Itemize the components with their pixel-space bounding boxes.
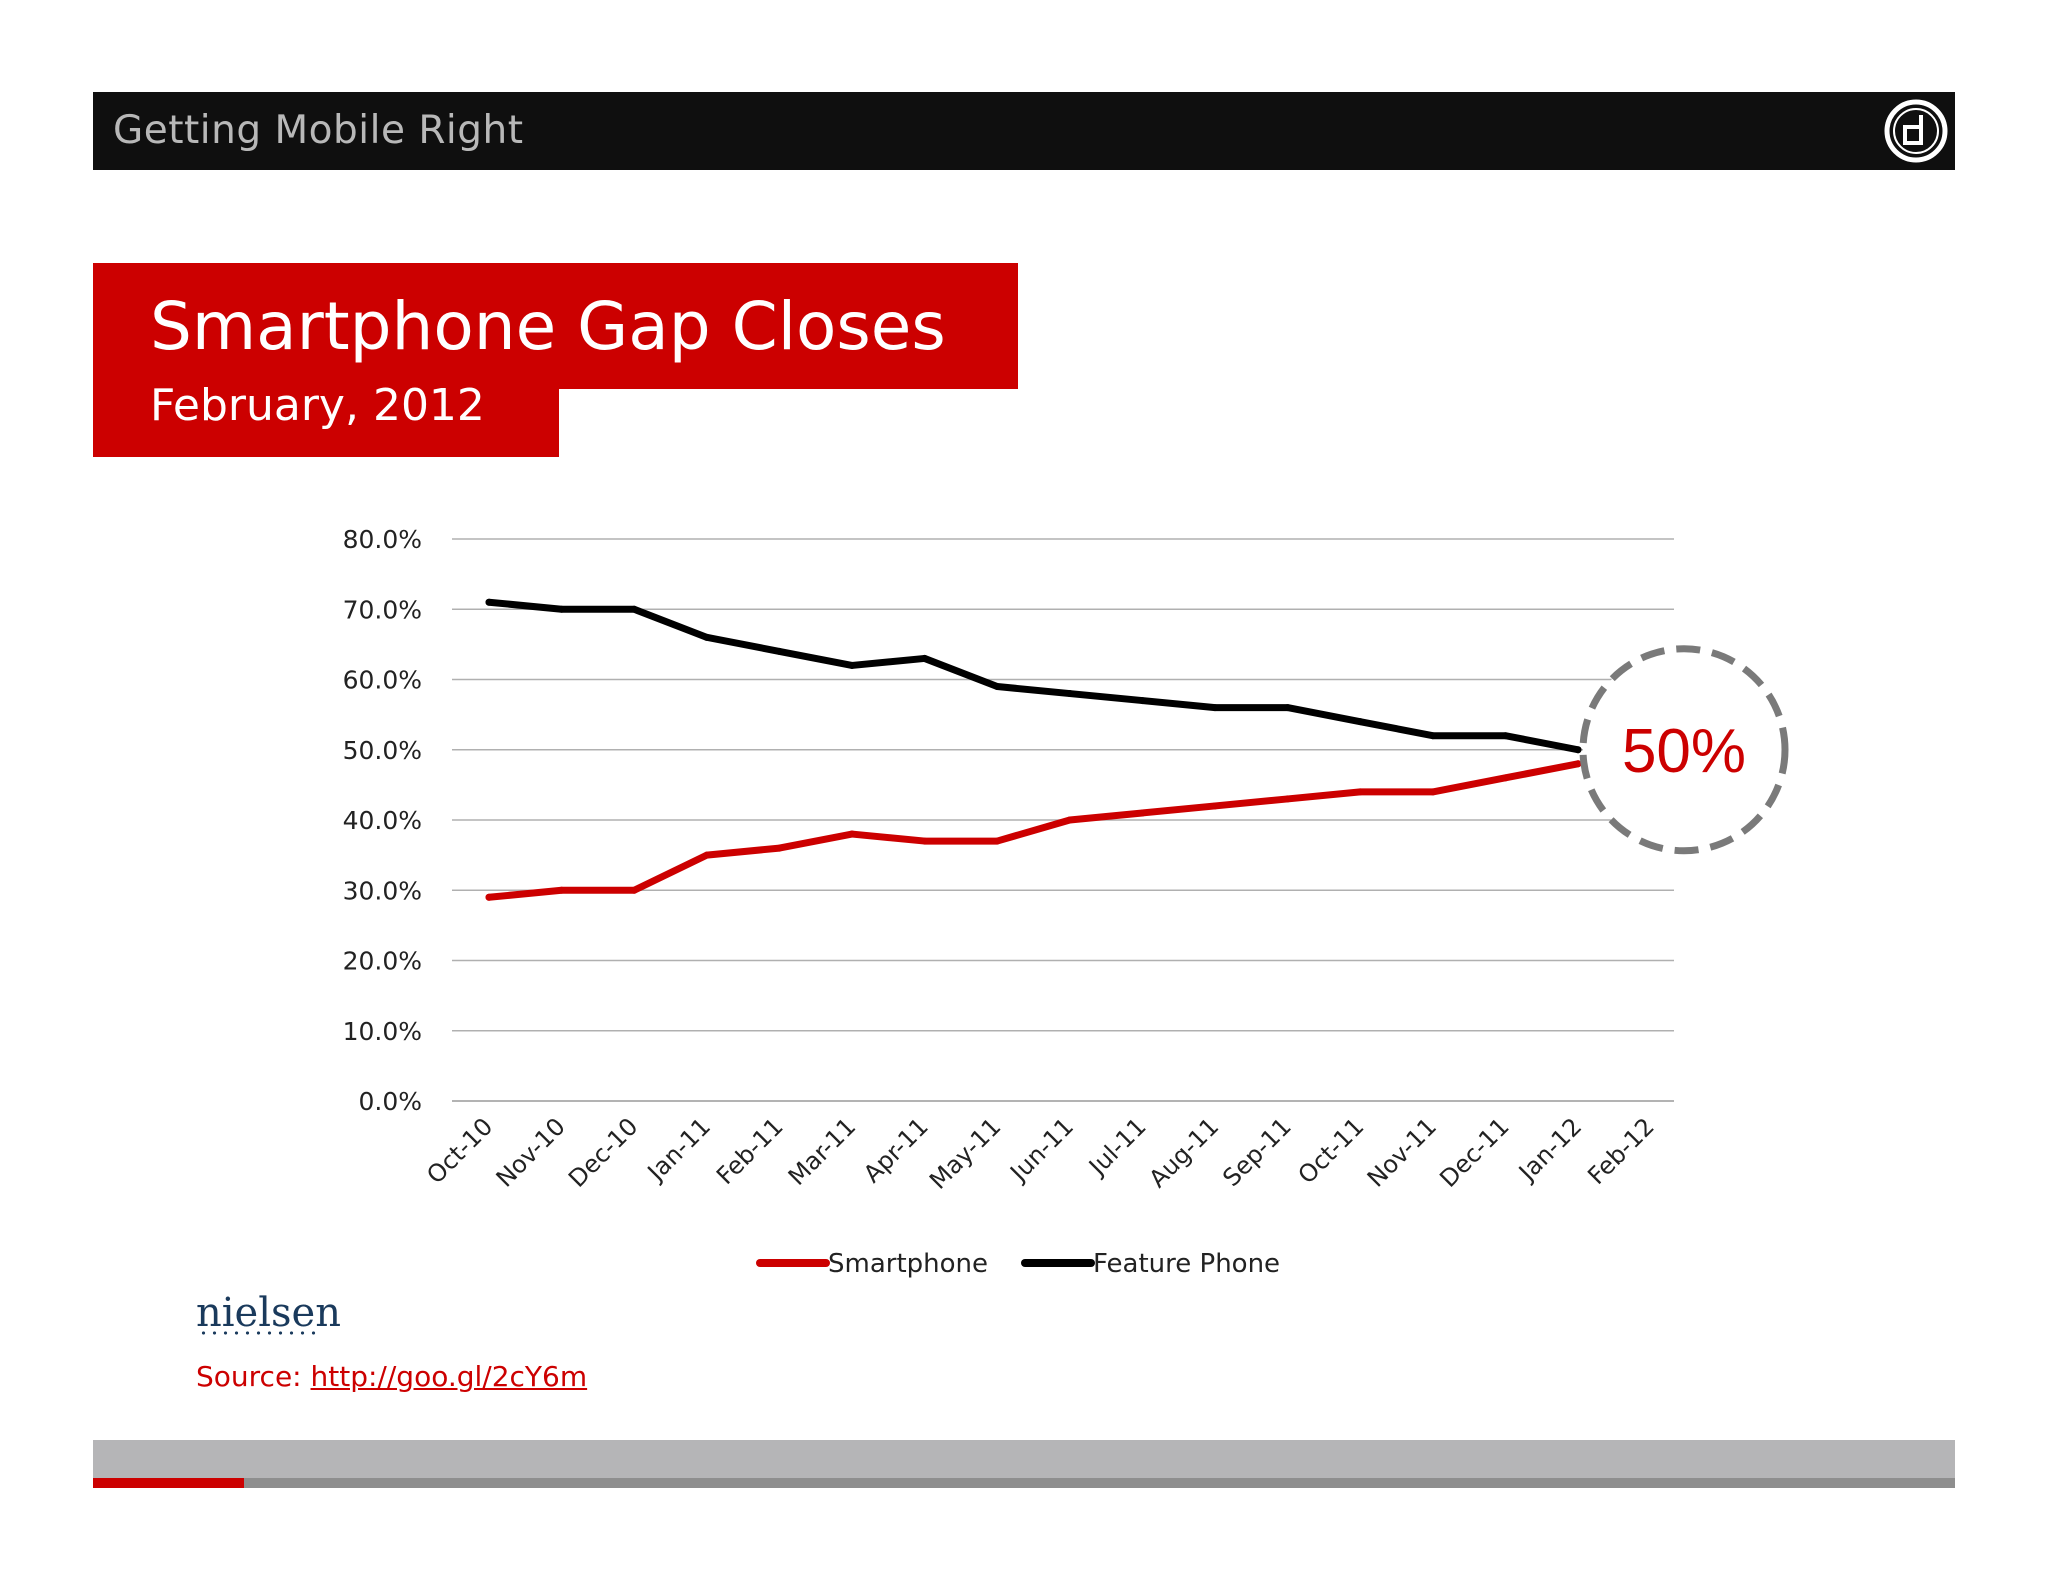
x-tick-label: Apr-11 bbox=[858, 1112, 934, 1188]
y-axis-ticks: 0.0% 10.0% 20.0% 30.0% 40.0% 50.0% 60.0% 70.0% 8… bbox=[343, 525, 422, 1116]
footer-bar bbox=[93, 1440, 1955, 1478]
gridlines bbox=[452, 538, 1674, 1102]
data-point-smartphone bbox=[1501, 774, 1509, 782]
y-tick-label: 60.0% bbox=[343, 666, 422, 695]
y-tick-label: 20.0% bbox=[343, 947, 422, 976]
data-point-feature-phone bbox=[1284, 704, 1292, 712]
y-tick-label: 30.0% bbox=[343, 876, 422, 905]
data-point-feature-phone bbox=[1429, 732, 1437, 740]
data-point-smartphone bbox=[1284, 795, 1292, 803]
data-point-feature-phone bbox=[703, 633, 711, 641]
data-point-smartphone bbox=[558, 886, 566, 894]
x-tick-label: Jul-11 bbox=[1082, 1112, 1151, 1181]
source-line: Source: http://goo.gl/2cY6m bbox=[196, 1360, 587, 1393]
y-tick-label: 70.0% bbox=[343, 595, 422, 624]
x-tick-label: Feb-12 bbox=[1582, 1112, 1660, 1190]
data-point-smartphone bbox=[1574, 760, 1582, 768]
x-tick-label: Oct-10 bbox=[421, 1112, 498, 1189]
x-tick-label: Nov-11 bbox=[1362, 1112, 1442, 1192]
data-point-feature-phone bbox=[848, 661, 856, 669]
y-tick-label: 80.0% bbox=[343, 525, 422, 554]
annotation-label: 50% bbox=[1622, 717, 1746, 786]
data-point-smartphone bbox=[1356, 788, 1364, 796]
x-tick-label: Feb-11 bbox=[711, 1112, 789, 1190]
series-lines bbox=[485, 598, 1582, 901]
nielsen-logo: nielsen bbox=[196, 1290, 341, 1336]
data-point-smartphone bbox=[1138, 809, 1146, 817]
x-tick-label: May-11 bbox=[924, 1112, 1006, 1194]
d-logo-icon bbox=[1884, 99, 1948, 163]
data-point-smartphone bbox=[775, 844, 783, 852]
source-label: Source: bbox=[196, 1360, 311, 1393]
x-tick-label: Aug-11 bbox=[1144, 1112, 1225, 1193]
slide-title: Smartphone Gap Closes bbox=[150, 288, 946, 365]
data-point-smartphone bbox=[1211, 802, 1219, 810]
footer-line bbox=[93, 1478, 1955, 1488]
x-tick-label: Jan-11 bbox=[641, 1112, 716, 1187]
data-point-feature-phone bbox=[1501, 732, 1509, 740]
data-point-smartphone bbox=[485, 893, 493, 901]
header-bar: Getting Mobile Right bbox=[93, 92, 1955, 170]
x-axis-ticks: Oct-10Nov-10Dec-10Jan-11Feb-11Mar-11Apr-… bbox=[421, 1112, 1659, 1194]
data-point-feature-phone bbox=[921, 654, 929, 662]
data-point-smartphone bbox=[921, 837, 929, 845]
x-tick-label: Oct-11 bbox=[1293, 1112, 1370, 1189]
x-tick-label: Sep-11 bbox=[1217, 1112, 1297, 1192]
slide-subtitle: February, 2012 bbox=[150, 380, 485, 431]
title-banner bbox=[93, 263, 1018, 389]
x-tick-label: Jun-11 bbox=[1004, 1112, 1079, 1187]
header-title: Getting Mobile Right bbox=[113, 108, 524, 153]
x-tick-label: Dec-11 bbox=[1434, 1112, 1514, 1192]
y-tick-label: 0.0% bbox=[358, 1087, 422, 1116]
line-chart: 0.0% 10.0% 20.0% 30.0% 40.0% 50.0% 60.0% 70.0% 8… bbox=[343, 525, 1789, 1279]
data-point-feature-phone bbox=[775, 647, 783, 655]
y-tick-label: 50.0% bbox=[343, 736, 422, 765]
data-point-feature-phone bbox=[1138, 697, 1146, 705]
x-tick-label: Nov-10 bbox=[491, 1112, 571, 1192]
data-point-feature-phone bbox=[993, 683, 1001, 691]
legend-label-feature-phone: Feature Phone bbox=[1093, 1249, 1280, 1279]
legend: Smartphone Feature Phone bbox=[756, 1249, 1280, 1279]
x-tick-label: Jan-12 bbox=[1512, 1112, 1587, 1187]
highlight-circle bbox=[1579, 645, 1789, 855]
data-point-smartphone bbox=[1066, 816, 1074, 824]
footer-accent bbox=[93, 1478, 244, 1488]
data-point-feature-phone bbox=[1574, 746, 1582, 754]
series-line-feature-phone bbox=[485, 598, 1582, 754]
data-point-feature-phone bbox=[485, 598, 493, 606]
series-line-smartphone bbox=[485, 760, 1582, 901]
source-link[interactable]: http://goo.gl/2cY6m bbox=[310, 1360, 588, 1393]
data-point-feature-phone bbox=[630, 605, 638, 613]
data-point-smartphone bbox=[1429, 788, 1437, 796]
y-tick-label: 40.0% bbox=[343, 806, 422, 835]
data-point-smartphone bbox=[630, 886, 638, 894]
data-point-feature-phone bbox=[558, 605, 566, 613]
data-point-smartphone bbox=[993, 837, 1001, 845]
data-point-feature-phone bbox=[1356, 718, 1364, 726]
data-point-smartphone bbox=[848, 830, 856, 838]
annotation: 50% bbox=[1579, 645, 1789, 855]
x-tick-label: Mar-11 bbox=[783, 1112, 861, 1190]
legend-label-smartphone: Smartphone bbox=[828, 1249, 988, 1279]
data-point-feature-phone bbox=[1211, 704, 1219, 712]
y-tick-label: 10.0% bbox=[343, 1017, 422, 1046]
x-tick-label: Dec-10 bbox=[563, 1112, 643, 1192]
data-point-feature-phone bbox=[1066, 690, 1074, 698]
subtitle-banner bbox=[93, 389, 559, 457]
data-point-smartphone bbox=[703, 851, 711, 859]
nielsen-logo-dots bbox=[198, 1331, 316, 1335]
